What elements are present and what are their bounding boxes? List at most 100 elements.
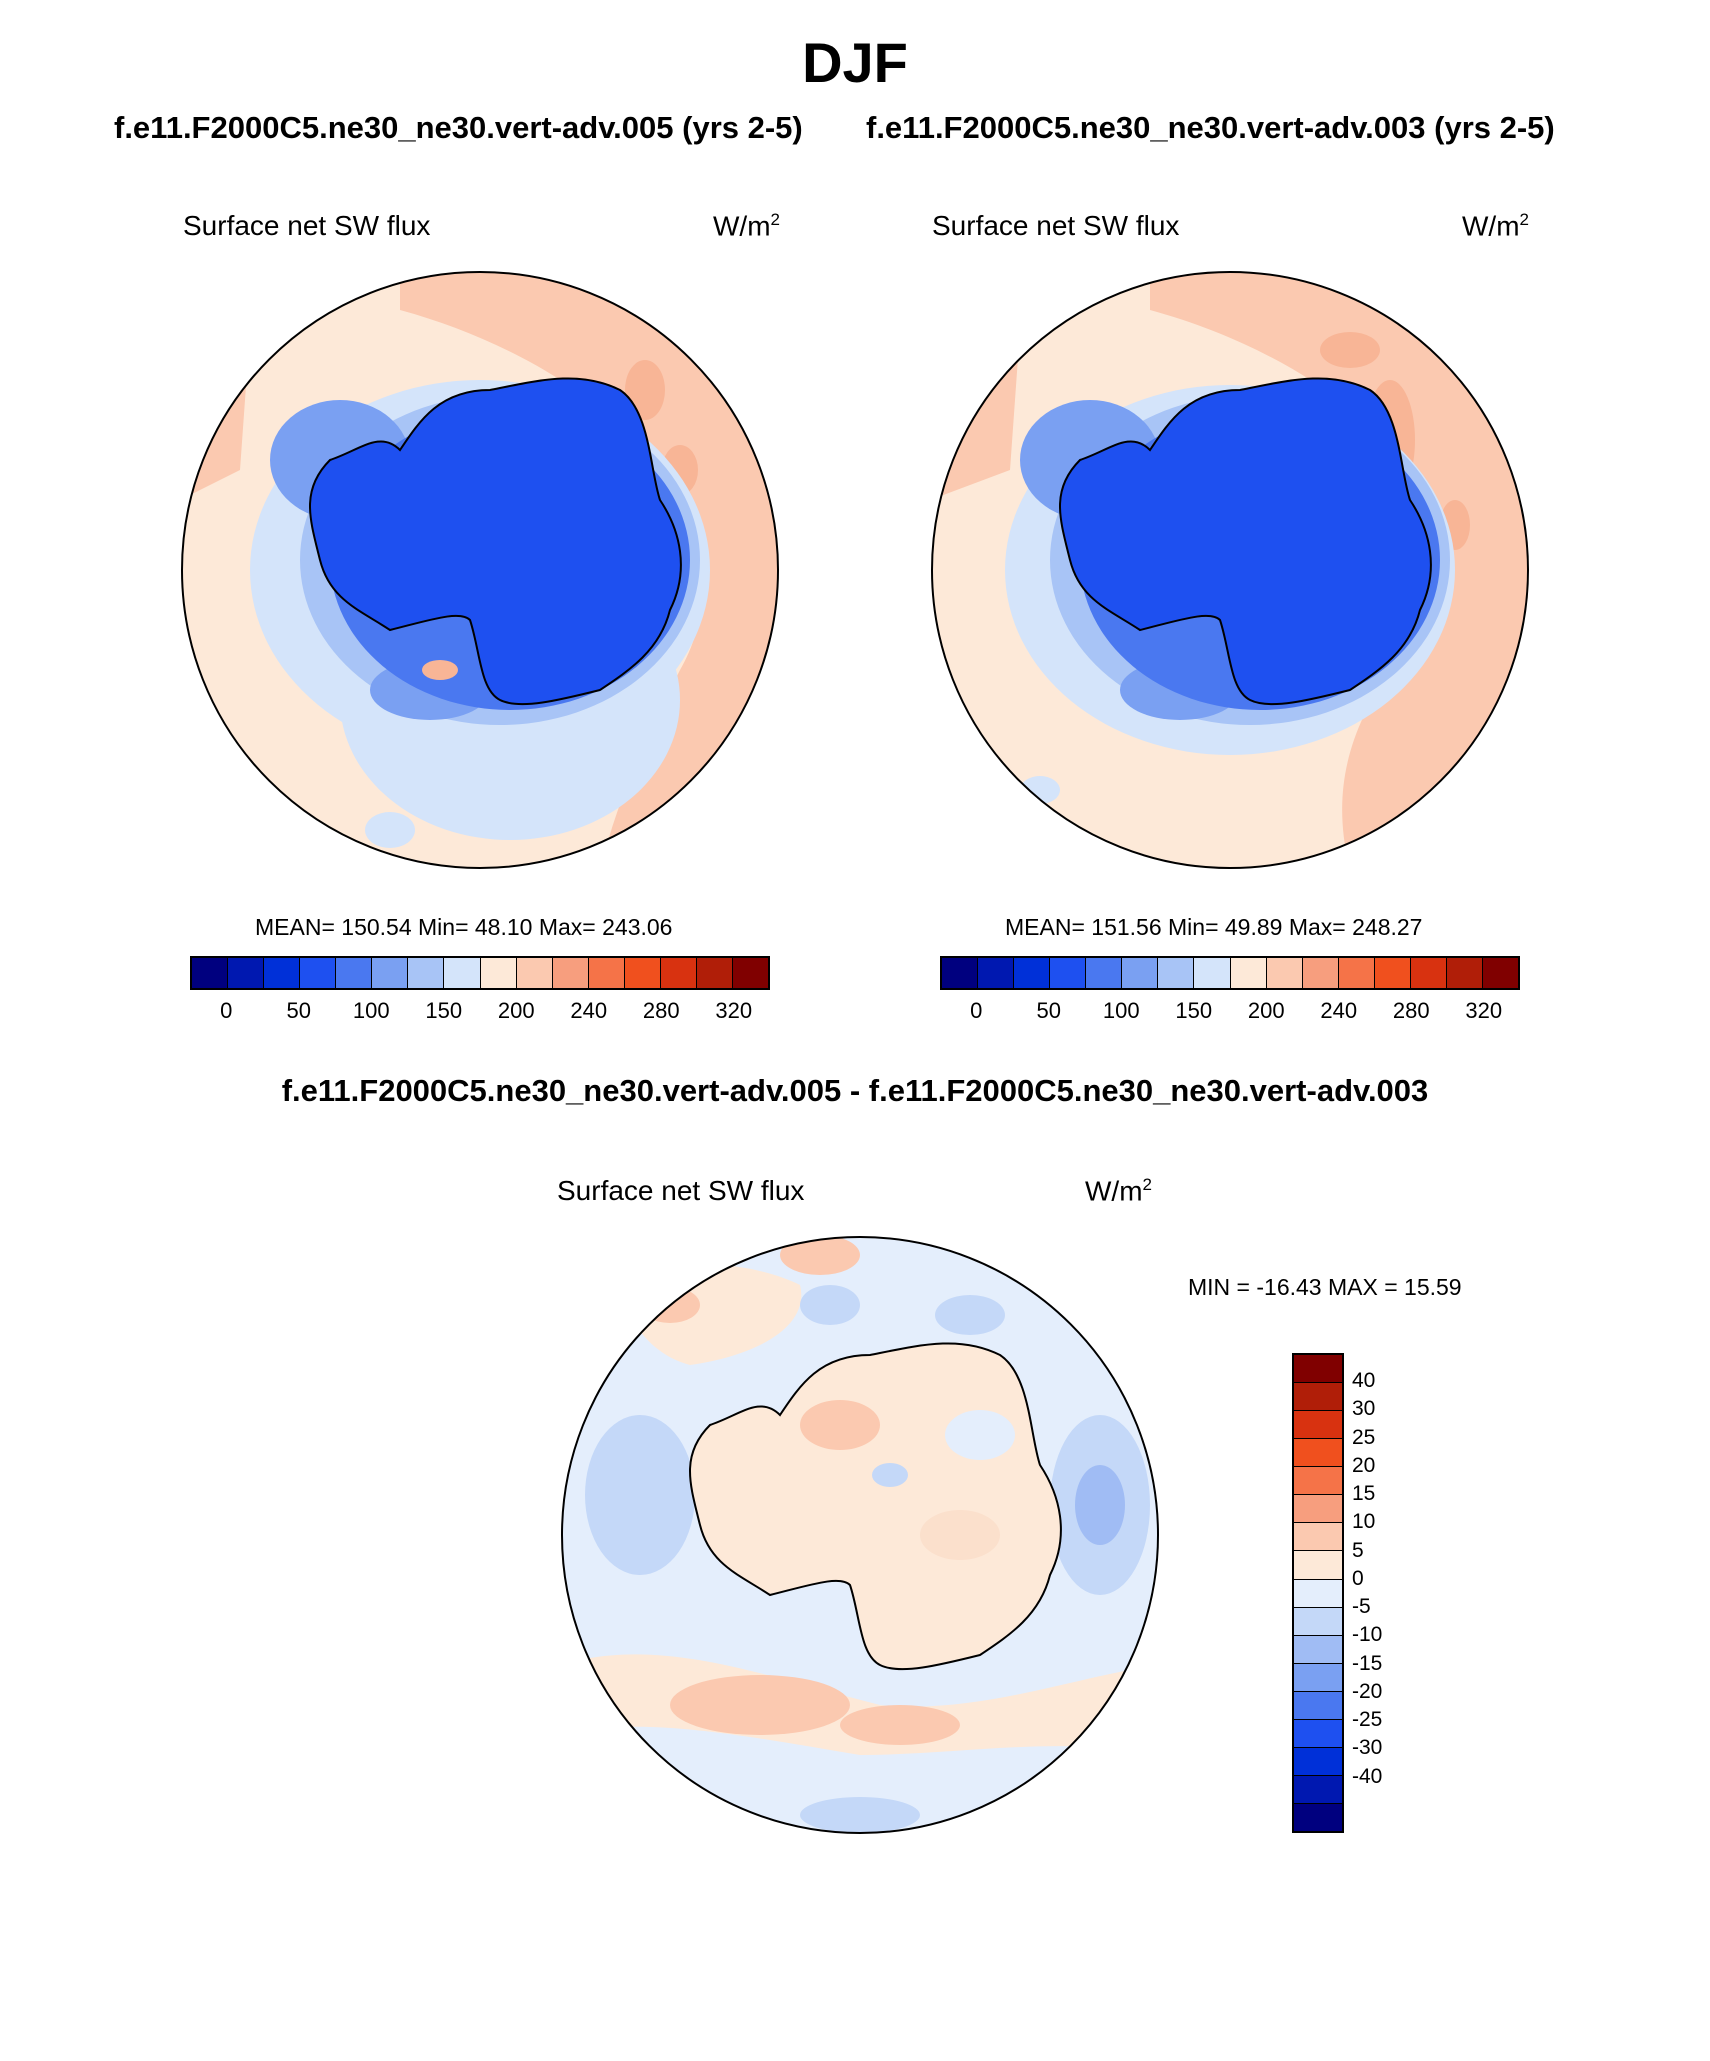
colorbar-swatch xyxy=(588,958,625,988)
colorbar-swatch xyxy=(444,958,481,988)
colorbar-tick-label: 0 xyxy=(970,998,983,1023)
right-colorbar-ticks: 0 50 100 150 200 240 280 320 xyxy=(940,998,1520,1028)
colorbar-swatch xyxy=(732,958,768,988)
colorbar-swatch xyxy=(1294,1383,1342,1412)
colorbar-swatch xyxy=(1014,958,1051,988)
colorbar-swatch xyxy=(1050,958,1087,988)
left-colorbar xyxy=(190,956,770,990)
colorbar-tick-label: 0 xyxy=(220,998,233,1023)
colorbar-tick-label: 25 xyxy=(1352,1425,1376,1449)
left-colorbar-ticks: 0 50 100 150 200 240 280 320 xyxy=(190,998,770,1028)
diff-polar-map xyxy=(561,1236,1159,1834)
colorbar-swatch xyxy=(300,958,337,988)
colorbar-swatch xyxy=(1294,1607,1342,1636)
colorbar-tick-label: -5 xyxy=(1352,1595,1371,1619)
colorbar-tick-label: 320 xyxy=(1465,998,1503,1023)
right-polar-map xyxy=(931,271,1529,869)
colorbar-swatch xyxy=(480,958,517,988)
colorbar-swatch xyxy=(1122,958,1159,988)
left-stats: MEAN= 150.54 Min= 48.10 Max= 243.06 xyxy=(255,914,673,940)
colorbar-tick-label: -30 xyxy=(1352,1736,1383,1760)
colorbar-tick-label: 20 xyxy=(1352,1453,1376,1477)
colorbar-swatch xyxy=(660,958,697,988)
colorbar-swatch xyxy=(624,958,661,988)
colorbar-swatch xyxy=(1294,1663,1342,1692)
diff-stats: MIN = -16.43 MAX = 15.59 xyxy=(1188,1274,1462,1300)
colorbar-tick-label: 5 xyxy=(1352,1538,1364,1562)
colorbar-tick-label: 150 xyxy=(1175,998,1213,1023)
diff-colorbar-ticks: 40 30 25 20 15 10 5 0 -5 -10 -15 -20 -25 -30 -40 xyxy=(1352,1353,1412,1833)
colorbar-tick-label: -40 xyxy=(1352,1764,1383,1788)
diff-title: f.e11.F2000C5.ne30_ne30.vert-adv.005 - f… xyxy=(281,1073,1429,1108)
colorbar-swatch xyxy=(1302,958,1339,988)
left-polar-map xyxy=(181,271,779,869)
colorbar-swatch xyxy=(192,958,229,988)
colorbar-tick-label: 50 xyxy=(1036,998,1061,1023)
colorbar-tick-label: 240 xyxy=(570,998,608,1023)
colorbar-swatch xyxy=(516,958,553,988)
right-variable-label: Surface net SW flux xyxy=(932,210,1180,241)
right-colorbar xyxy=(940,956,1520,990)
colorbar-swatch xyxy=(1294,1523,1342,1552)
diff-colorbar xyxy=(1292,1353,1344,1833)
colorbar-tick-label: -10 xyxy=(1352,1623,1383,1647)
colorbar-tick-label: 50 xyxy=(286,998,311,1023)
colorbar-swatch xyxy=(1294,1355,1342,1384)
colorbar-swatch xyxy=(1374,958,1411,988)
colorbar-swatch xyxy=(1294,1579,1342,1608)
colorbar-swatch xyxy=(1294,1691,1342,1720)
colorbar-swatch xyxy=(1294,1719,1342,1748)
subtitle-right: f.e11.F2000C5.ne30_ne30.vert-adv.003 (yr… xyxy=(866,110,1555,145)
colorbar-swatch xyxy=(1086,958,1123,988)
colorbar-swatch xyxy=(1294,1467,1342,1496)
colorbar-swatch xyxy=(1294,1804,1342,1832)
colorbar-tick-label: 40 xyxy=(1352,1369,1376,1393)
colorbar-swatch xyxy=(1482,958,1518,988)
figure-title: DJF xyxy=(802,31,908,94)
colorbar-swatch xyxy=(336,958,373,988)
colorbar-tick-label: 280 xyxy=(642,998,680,1023)
colorbar-tick-label: 320 xyxy=(715,998,753,1023)
colorbar-swatch xyxy=(1230,958,1267,988)
colorbar-tick-label: 100 xyxy=(1102,998,1140,1023)
colorbar-tick-label: -15 xyxy=(1352,1651,1383,1675)
colorbar-tick-label: -20 xyxy=(1352,1679,1383,1703)
colorbar-swatch xyxy=(1294,1747,1342,1776)
colorbar-tick-label: 100 xyxy=(352,998,390,1023)
colorbar-tick-label: 200 xyxy=(497,998,535,1023)
colorbar-swatch xyxy=(1410,958,1447,988)
colorbar-swatch xyxy=(1294,1635,1342,1664)
colorbar-tick-label: 240 xyxy=(1320,998,1358,1023)
colorbar-swatch xyxy=(1294,1551,1342,1580)
left-units-label: W/m2 xyxy=(713,210,780,242)
colorbar-swatch xyxy=(942,958,979,988)
colorbar-tick-label: 10 xyxy=(1352,1510,1376,1534)
colorbar-tick-label: 0 xyxy=(1352,1566,1364,1590)
right-stats: MEAN= 151.56 Min= 49.89 Max= 248.27 xyxy=(1005,914,1423,940)
colorbar-swatch xyxy=(1338,958,1375,988)
colorbar-tick-label: 15 xyxy=(1352,1482,1376,1506)
colorbar-tick-label: 150 xyxy=(425,998,463,1023)
colorbar-swatch xyxy=(552,958,589,988)
colorbar-swatch xyxy=(1294,1411,1342,1440)
colorbar-swatch xyxy=(1294,1439,1342,1468)
colorbar-tick-label: 30 xyxy=(1352,1397,1376,1421)
colorbar-tick-label: 280 xyxy=(1392,998,1430,1023)
colorbar-swatch xyxy=(696,958,733,988)
subtitle-left: f.e11.F2000C5.ne30_ne30.vert-adv.005 (yr… xyxy=(114,110,803,145)
colorbar-swatch xyxy=(372,958,409,988)
colorbar-swatch xyxy=(1266,958,1303,988)
colorbar-swatch xyxy=(1294,1775,1342,1804)
diff-units-label: W/m2 xyxy=(1085,1175,1152,1207)
colorbar-swatch xyxy=(1158,958,1195,988)
colorbar-swatch xyxy=(1194,958,1231,988)
colorbar-swatch xyxy=(228,958,265,988)
left-variable-label: Surface net SW flux xyxy=(183,210,431,241)
colorbar-swatch xyxy=(978,958,1015,988)
colorbar-swatch xyxy=(1446,958,1483,988)
colorbar-swatch xyxy=(264,958,301,988)
colorbar-tick-label: -25 xyxy=(1352,1708,1383,1732)
diff-variable-label: Surface net SW flux xyxy=(557,1175,805,1206)
colorbar-swatch xyxy=(1294,1495,1342,1524)
colorbar-swatch xyxy=(408,958,445,988)
